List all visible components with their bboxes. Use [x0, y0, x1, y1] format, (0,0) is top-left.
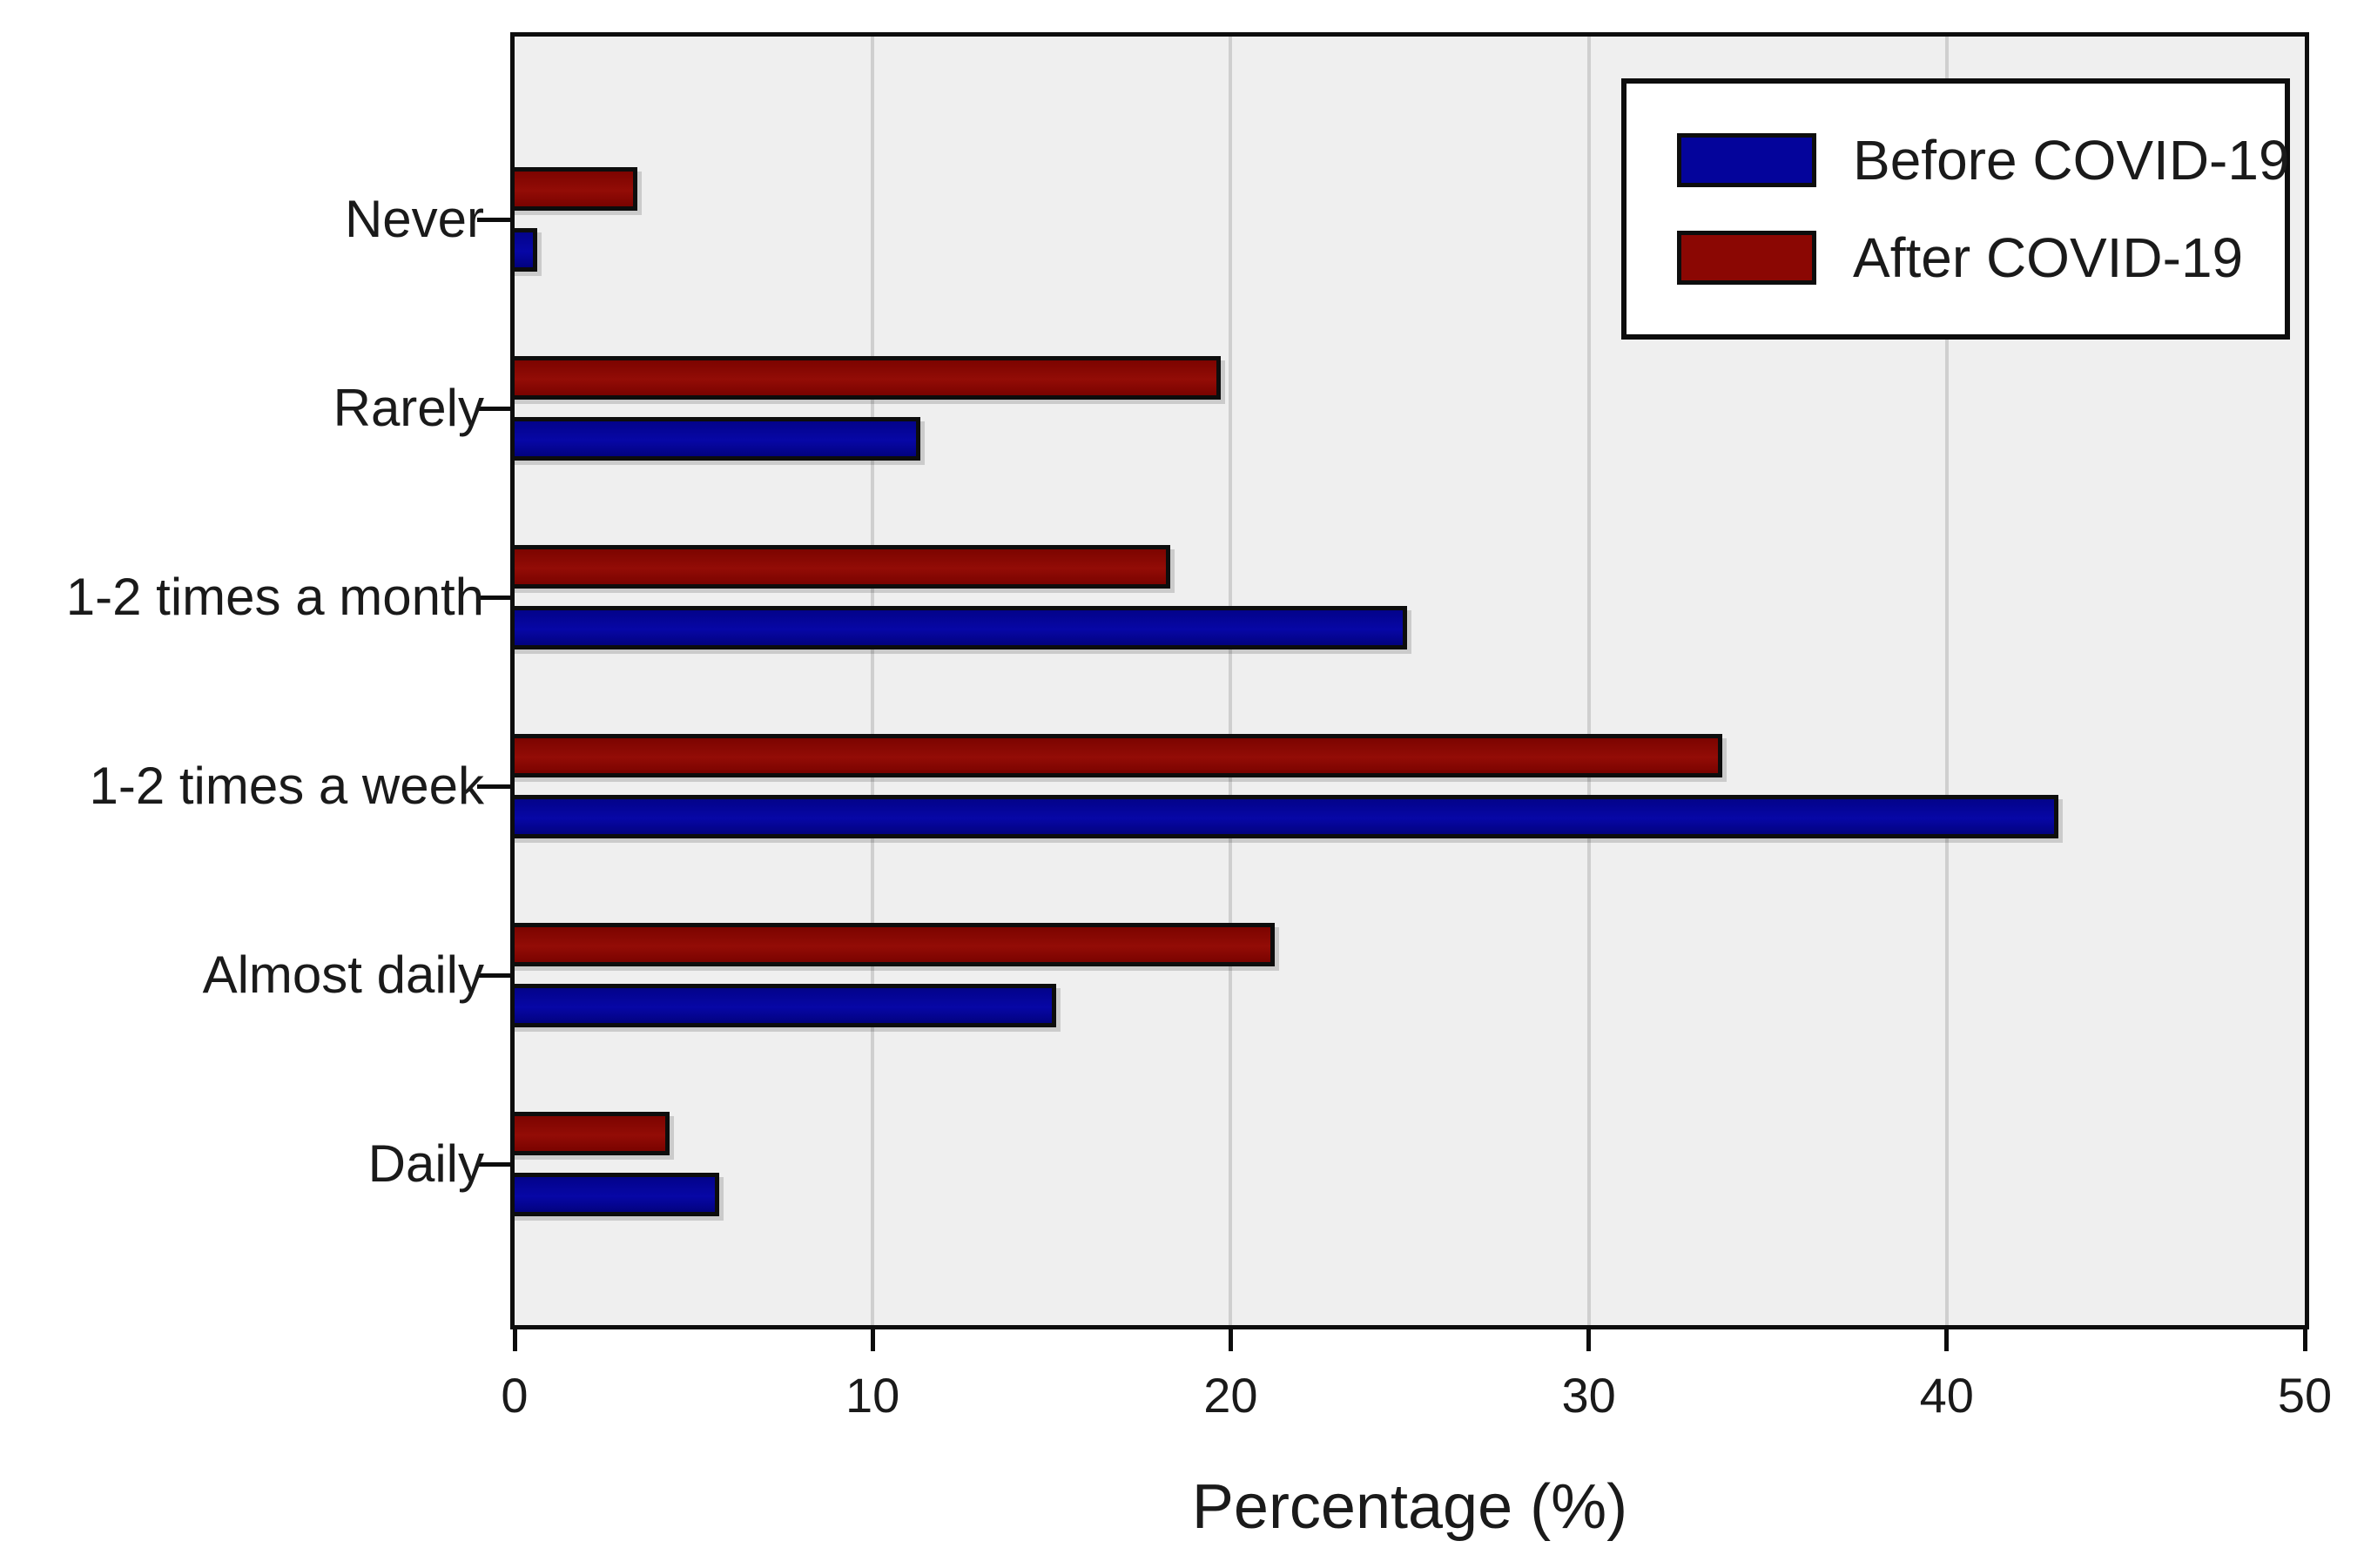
y-tick-5: [477, 1161, 510, 1167]
category-label: 1-2 times a month: [65, 568, 484, 626]
plot-inner: [477, 37, 2307, 1351]
bar-after-covid: [510, 356, 1221, 400]
legend-swatch-after-icon: [1677, 231, 1816, 285]
category-label: 1-2 times a week: [89, 757, 484, 815]
gridline-40: [1944, 37, 1949, 1325]
y-tick-4: [477, 972, 510, 978]
x-tick-label-20: 20: [1203, 1368, 1258, 1423]
y-tick-0: [477, 217, 510, 222]
bar-before-covid: [510, 795, 2059, 838]
category-label: Never: [344, 190, 484, 248]
gridline-30: [1586, 37, 1591, 1325]
bar-before-covid: [510, 1173, 720, 1216]
bar-after-covid: [510, 545, 1171, 589]
category-label: Daily: [367, 1134, 484, 1193]
x-tick-label-10: 10: [845, 1368, 900, 1423]
bar-after-covid: [510, 923, 1275, 966]
x-axis-title: Percentage (%): [1191, 1472, 1628, 1542]
gridline-20: [1229, 37, 1233, 1325]
x-tick-50: [2302, 1329, 2307, 1351]
category-label: Almost daily: [202, 946, 484, 1004]
legend-row-after: After COVID-19: [1677, 225, 2285, 290]
gridline-10: [871, 37, 875, 1325]
bar-before-covid: [510, 984, 1056, 1027]
x-tick-label-50: 50: [2277, 1368, 2333, 1423]
x-tick-0: [512, 1329, 517, 1351]
bar-before-covid: [510, 417, 920, 461]
legend-label-after: After COVID-19: [1853, 226, 2244, 289]
bar-after-covid: [510, 1112, 670, 1155]
x-tick-label-30: 30: [1561, 1368, 1616, 1423]
category-label: Rarely: [333, 379, 484, 437]
x-tick-30: [1586, 1329, 1592, 1351]
x-tick-10: [870, 1329, 875, 1351]
bar-after-covid: [510, 167, 637, 211]
x-tick-label-40: 40: [1919, 1368, 1974, 1423]
legend-swatch-before-icon: [1677, 133, 1816, 187]
y-tick-2: [477, 595, 510, 600]
bar-after-covid: [510, 734, 1722, 777]
legend: Before COVID-19 After COVID-19: [1621, 78, 2290, 340]
y-tick-1: [477, 406, 510, 411]
legend-label-before: Before COVID-19: [1853, 129, 2290, 192]
x-tick-40: [1944, 1329, 1950, 1351]
x-tick-label-0: 0: [501, 1368, 529, 1423]
legend-row-before: Before COVID-19: [1677, 128, 2290, 192]
bar-before-covid: [510, 606, 1407, 649]
y-tick-3: [477, 784, 510, 789]
x-tick-20: [1228, 1329, 1233, 1351]
bar-before-covid: [510, 228, 537, 272]
